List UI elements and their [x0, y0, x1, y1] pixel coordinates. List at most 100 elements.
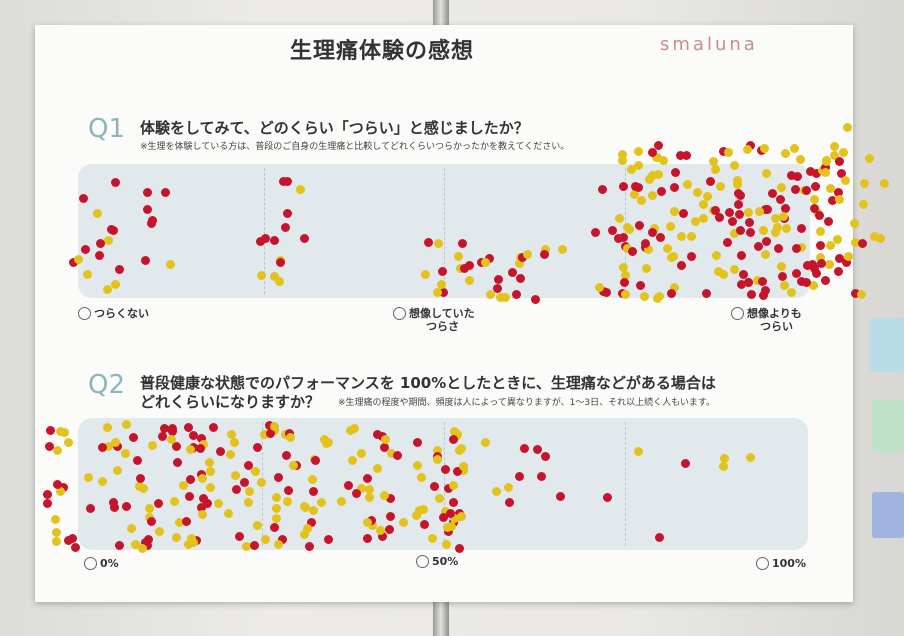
- yellow-sticker: [634, 147, 643, 156]
- yellow-sticker: [709, 157, 718, 166]
- red-sticker: [111, 178, 120, 187]
- red-sticker: [393, 451, 402, 460]
- red-sticker: [745, 218, 754, 227]
- yellow-sticker: [724, 148, 733, 157]
- red-sticker: [719, 147, 728, 156]
- q1-note: ※生理を体験している方は、普段のご自身の生理痛と比較してどれくらいつらかったかを…: [140, 142, 570, 152]
- red-sticker: [261, 234, 270, 243]
- yellow-sticker: [421, 270, 430, 279]
- yellow-sticker: [857, 290, 866, 299]
- red-sticker: [309, 487, 318, 496]
- yellow-sticker: [816, 253, 825, 262]
- red-sticker: [160, 424, 169, 433]
- red-sticker: [634, 183, 643, 192]
- red-sticker: [216, 447, 225, 456]
- q1-scale-high-label-1: 想像よりも: [747, 307, 802, 320]
- yellow-sticker: [272, 514, 281, 523]
- yellow-sticker: [308, 475, 317, 484]
- yellow-sticker: [755, 207, 764, 216]
- yellow-sticker: [730, 265, 739, 274]
- yellow-sticker: [205, 458, 214, 467]
- yellow-sticker: [245, 487, 254, 496]
- red-sticker: [278, 535, 287, 544]
- yellow-sticker: [135, 482, 144, 491]
- red-sticker: [438, 267, 447, 276]
- red-sticker: [803, 261, 812, 270]
- red-sticker: [380, 443, 389, 452]
- red-sticker: [737, 280, 746, 289]
- red-sticker: [835, 157, 844, 166]
- red-sticker: [505, 498, 514, 507]
- red-sticker: [641, 239, 650, 248]
- yellow-sticker: [663, 244, 672, 253]
- q1-divider-left: [264, 168, 265, 294]
- red-sticker: [424, 238, 433, 247]
- red-sticker: [344, 481, 353, 490]
- red-sticker: [449, 498, 458, 507]
- yellow-sticker: [496, 293, 505, 302]
- red-sticker: [363, 474, 372, 483]
- yellow-sticker: [415, 506, 424, 515]
- red-sticker: [759, 291, 768, 300]
- red-sticker: [682, 151, 691, 160]
- red-sticker: [706, 177, 715, 186]
- red-sticker: [591, 228, 600, 237]
- red-sticker: [747, 290, 756, 299]
- red-sticker: [494, 275, 503, 284]
- red-sticker: [533, 445, 542, 454]
- yellow-sticker: [859, 200, 868, 209]
- red-sticker: [136, 474, 145, 483]
- yellow-sticker: [111, 438, 120, 447]
- red-sticker: [465, 261, 474, 270]
- red-sticker: [802, 278, 811, 287]
- red-sticker: [270, 236, 279, 245]
- yellow-sticker: [454, 252, 463, 261]
- red-sticker: [518, 253, 527, 262]
- red-sticker: [761, 286, 770, 295]
- yellow-sticker: [618, 150, 627, 159]
- yellow-sticker: [175, 518, 184, 527]
- red-sticker: [676, 151, 685, 160]
- red-sticker: [851, 289, 860, 298]
- poster-title: 生理痛体験の感想: [290, 39, 475, 64]
- red-sticker: [520, 444, 529, 453]
- red-sticker: [746, 228, 755, 237]
- red-sticker: [821, 276, 830, 285]
- q1-divider-mid: [444, 168, 445, 294]
- q2-scale-high: 100%: [756, 556, 806, 571]
- red-sticker: [837, 169, 846, 178]
- yellow-sticker: [56, 427, 65, 436]
- yellow-sticker: [433, 446, 442, 455]
- yellow-sticker: [309, 506, 318, 515]
- yellow-sticker: [365, 485, 374, 494]
- red-sticker: [762, 237, 771, 246]
- yellow-sticker: [876, 234, 885, 243]
- red-sticker: [815, 211, 824, 220]
- yellow-sticker: [131, 540, 140, 549]
- red-sticker: [385, 525, 394, 534]
- q2-scale-mid: 50%: [416, 554, 458, 569]
- yellow-sticker: [648, 171, 657, 180]
- red-sticker: [679, 209, 688, 218]
- red-sticker: [793, 172, 802, 181]
- red-sticker: [266, 429, 275, 438]
- red-sticker: [373, 430, 382, 439]
- red-sticker: [602, 288, 611, 297]
- red-sticker: [620, 278, 629, 287]
- yellow-sticker: [816, 227, 825, 236]
- yellow-sticker: [274, 540, 283, 549]
- red-sticker: [265, 421, 274, 430]
- yellow-sticker: [357, 484, 366, 493]
- yellow-sticker: [720, 454, 729, 463]
- red-sticker: [458, 239, 467, 248]
- yellow-sticker: [257, 271, 266, 280]
- yellow-sticker: [504, 483, 513, 492]
- yellow-sticker: [558, 245, 567, 254]
- yellow-sticker: [412, 511, 421, 520]
- red-sticker: [734, 189, 743, 198]
- red-sticker: [86, 504, 95, 513]
- yellow-sticker: [186, 445, 195, 454]
- yellow-sticker: [434, 239, 443, 248]
- red-sticker: [324, 535, 333, 544]
- red-sticker: [143, 188, 152, 197]
